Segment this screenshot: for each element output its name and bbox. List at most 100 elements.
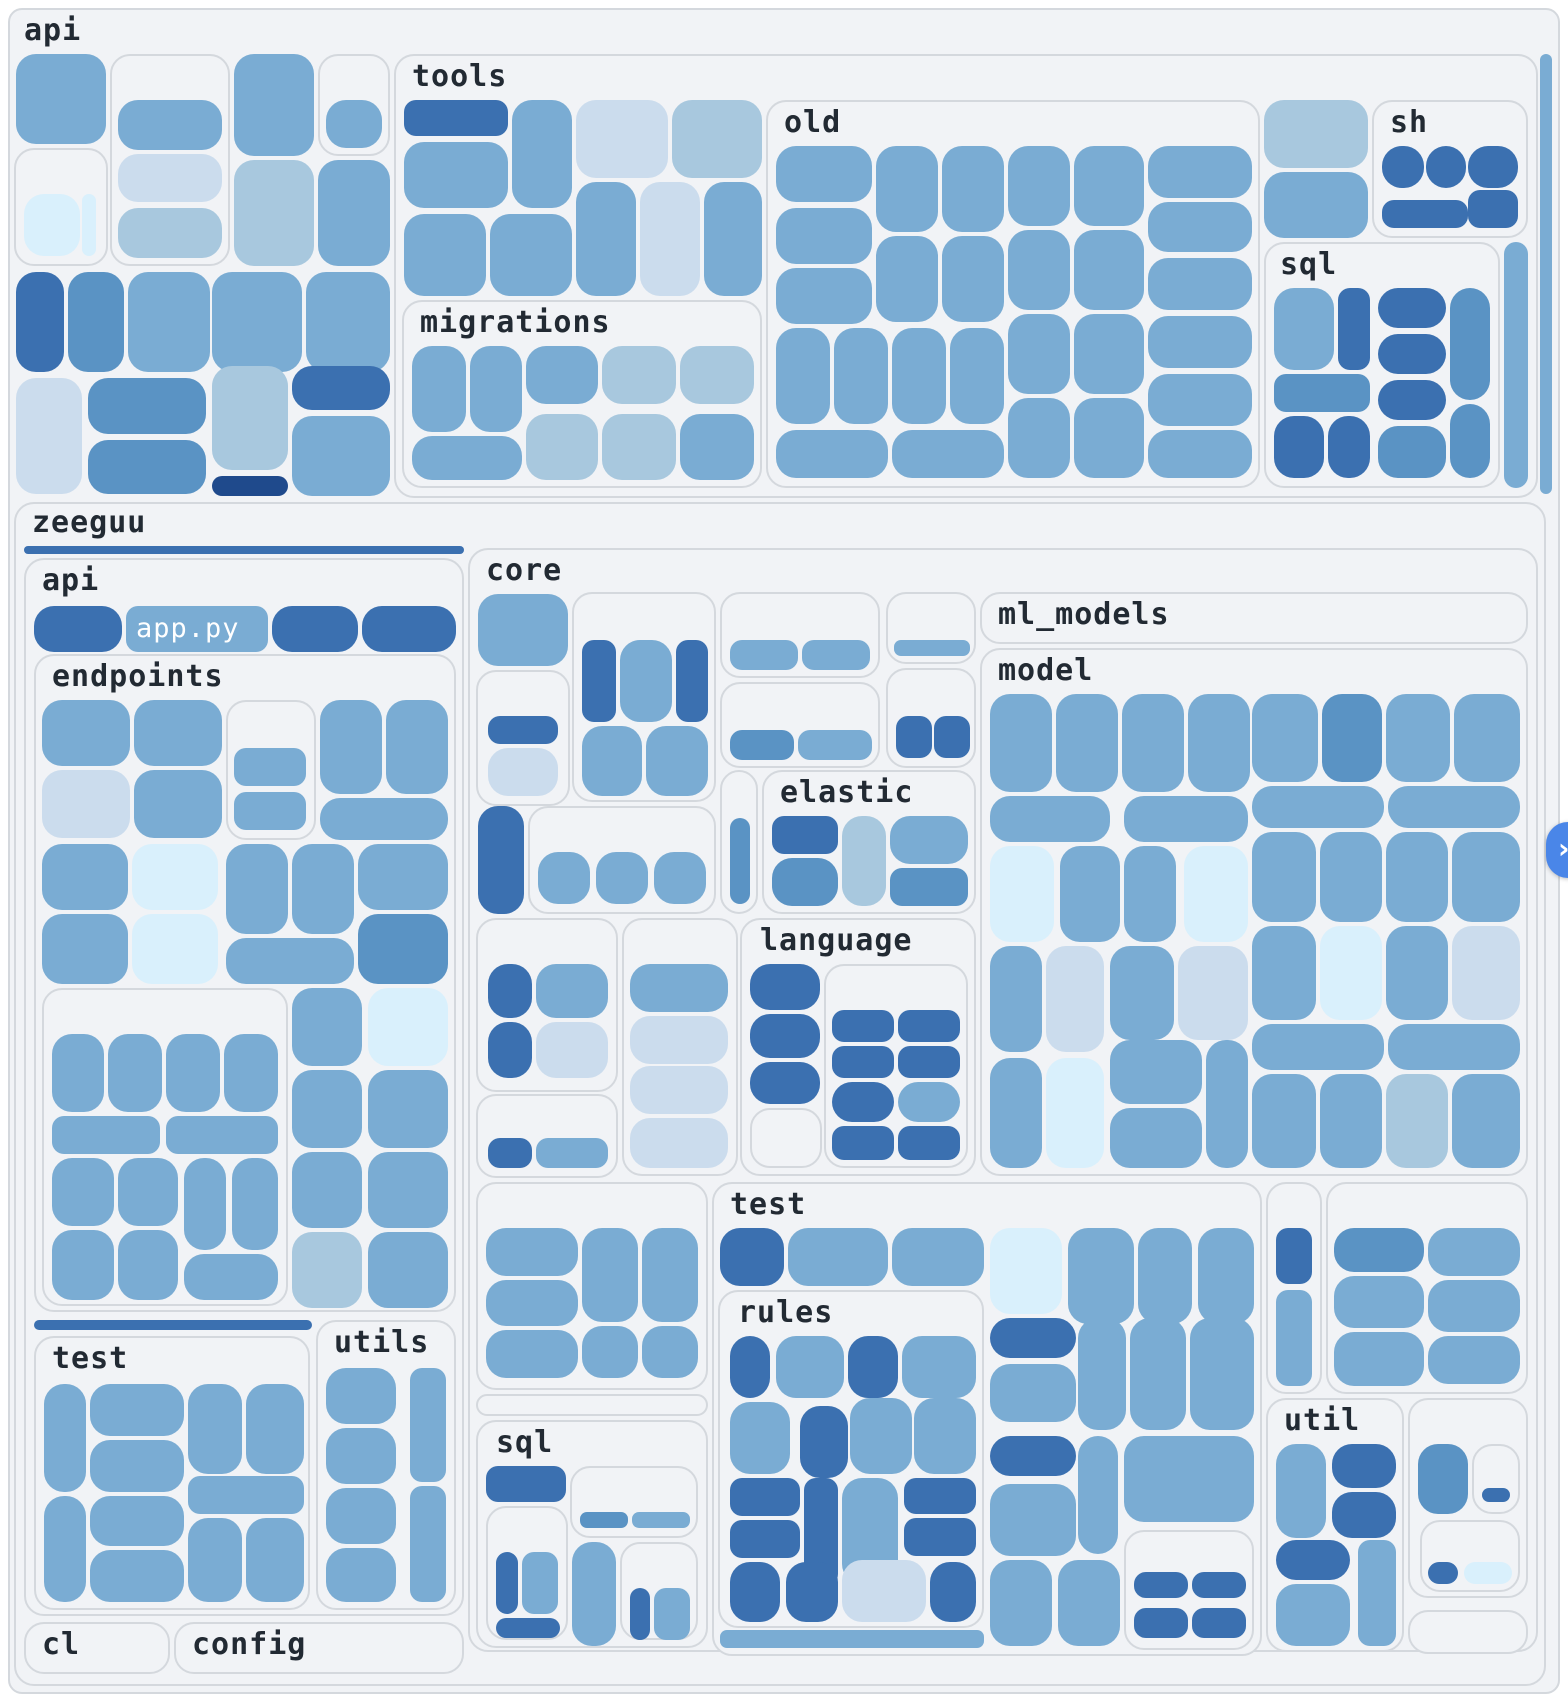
file-cell[interactable] — [1058, 1560, 1120, 1646]
file-cell[interactable] — [730, 730, 794, 760]
file-cell[interactable] — [326, 1548, 396, 1602]
file-cell[interactable] — [184, 1254, 278, 1300]
file-cell[interactable] — [730, 640, 798, 670]
file-cell[interactable] — [1252, 694, 1318, 782]
file-cell[interactable] — [654, 852, 706, 904]
file-cell[interactable] — [496, 1618, 560, 1638]
file-cell[interactable] — [1320, 832, 1382, 922]
file-cell[interactable] — [488, 1138, 532, 1168]
file-cell[interactable] — [730, 818, 750, 904]
file-cell[interactable] — [68, 272, 124, 372]
file-cell[interactable] — [902, 1336, 976, 1398]
file-cell[interactable] — [1274, 374, 1370, 412]
file-cell[interactable] — [1468, 146, 1518, 188]
file-cell[interactable] — [646, 726, 708, 796]
file-cell[interactable] — [892, 430, 1004, 478]
file-cell[interactable] — [234, 748, 306, 786]
file-cell[interactable] — [1388, 1024, 1520, 1070]
file-cell[interactable] — [1378, 380, 1446, 420]
file-cell[interactable] — [538, 852, 590, 904]
file-cell[interactable] — [1008, 398, 1070, 478]
file-cell[interactable] — [292, 844, 354, 934]
file-cell[interactable] — [898, 1046, 960, 1078]
file-cell[interactable] — [412, 346, 466, 432]
file-cell[interactable] — [368, 1152, 448, 1228]
file-cell[interactable] — [412, 436, 522, 480]
file-cell[interactable] — [1252, 1074, 1316, 1168]
file-cell[interactable] — [1074, 146, 1144, 226]
file-cell[interactable] — [470, 346, 522, 432]
file-cell[interactable] — [368, 1070, 448, 1148]
file-cell[interactable] — [134, 770, 222, 838]
file-cell[interactable] — [1206, 1040, 1248, 1168]
file-cell[interactable] — [832, 1046, 894, 1078]
file-cell[interactable] — [1060, 846, 1120, 942]
file-cell[interactable] — [404, 100, 508, 136]
file-cell[interactable] — [1418, 1444, 1468, 1514]
file-cell[interactable] — [478, 806, 524, 914]
file-cell[interactable] — [1068, 1228, 1134, 1324]
file-cell[interactable] — [362, 606, 456, 652]
file-cell[interactable] — [894, 640, 970, 656]
file-cell[interactable] — [212, 476, 288, 496]
file-cell[interactable] — [88, 440, 206, 494]
file-cell[interactable] — [234, 54, 314, 156]
file-cell[interactable] — [188, 1384, 242, 1474]
file-cell[interactable] — [42, 770, 130, 838]
file-cell[interactable] — [1504, 242, 1528, 488]
file-cell[interactable] — [44, 1496, 86, 1602]
file-cell[interactable] — [292, 1152, 362, 1228]
file-cell[interactable] — [386, 700, 448, 794]
file-cell[interactable] — [1464, 1562, 1512, 1584]
file-cell[interactable] — [990, 1058, 1042, 1168]
file-cell[interactable] — [630, 1588, 650, 1640]
file-cell[interactable] — [842, 1560, 926, 1622]
file-cell[interactable] — [950, 328, 1004, 424]
file-cell[interactable] — [1452, 926, 1520, 1020]
file-cell[interactable] — [730, 1402, 790, 1474]
file-cell[interactable] — [232, 1158, 278, 1250]
file-cell[interactable] — [326, 1368, 396, 1424]
file-cell[interactable] — [212, 272, 302, 372]
file-cell[interactable] — [730, 1336, 770, 1398]
file-cell[interactable] — [898, 1126, 960, 1160]
file-cell[interactable] — [1382, 200, 1468, 228]
file-cell[interactable] — [720, 1630, 984, 1648]
file-cell[interactable] — [832, 1010, 894, 1042]
file-cell[interactable] — [1276, 1444, 1326, 1538]
file-cell[interactable] — [1386, 694, 1450, 782]
file-cell[interactable] — [680, 346, 754, 404]
file-cell[interactable] — [1322, 694, 1382, 782]
file-cell[interactable] — [90, 1440, 184, 1492]
file-cell[interactable] — [522, 1552, 558, 1614]
file-cell[interactable] — [990, 694, 1052, 792]
file-cell[interactable] — [1388, 786, 1520, 828]
file-cell[interactable] — [582, 726, 642, 796]
file-cell[interactable] — [1450, 288, 1490, 400]
file-cell[interactable] — [234, 160, 314, 266]
group-ml-models[interactable] — [980, 592, 1528, 644]
file-cell[interactable] — [226, 844, 288, 934]
file-cell[interactable] — [1332, 1444, 1396, 1488]
file-cell[interactable] — [536, 1138, 608, 1168]
file-cell[interactable] — [1274, 288, 1334, 370]
file-cell[interactable] — [914, 1398, 976, 1474]
file-cell[interactable] — [1428, 1336, 1520, 1384]
file-cell[interactable] — [572, 1542, 616, 1646]
file-cell[interactable] — [512, 100, 572, 208]
file-cell[interactable] — [576, 182, 636, 296]
file-cell[interactable] — [990, 1364, 1076, 1422]
file-cell[interactable] — [1452, 1074, 1520, 1168]
file-cell[interactable] — [292, 366, 390, 410]
file-cell[interactable] — [720, 1228, 784, 1286]
file-cell[interactable] — [1008, 314, 1070, 394]
file-cell[interactable] — [1148, 202, 1252, 252]
file-cell[interactable] — [990, 796, 1110, 842]
file-cell[interactable] — [788, 1228, 888, 1286]
file-cell-app-py[interactable]: app.py — [126, 606, 268, 652]
file-cell[interactable] — [930, 1562, 976, 1622]
file-cell[interactable] — [1110, 1108, 1202, 1168]
file-cell[interactable] — [24, 546, 464, 554]
file-cell[interactable] — [898, 1010, 960, 1042]
file-cell[interactable] — [52, 1116, 160, 1154]
